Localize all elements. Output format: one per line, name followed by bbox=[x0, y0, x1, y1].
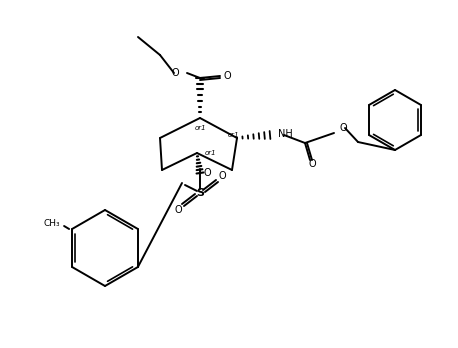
Text: or1: or1 bbox=[227, 132, 239, 138]
Text: O: O bbox=[174, 205, 182, 215]
Text: O: O bbox=[171, 68, 179, 78]
Text: NH: NH bbox=[278, 129, 293, 139]
Text: O: O bbox=[340, 123, 348, 133]
Text: CH₃: CH₃ bbox=[44, 220, 60, 229]
Text: or1: or1 bbox=[194, 125, 206, 131]
Text: O: O bbox=[218, 171, 226, 181]
Text: O: O bbox=[203, 168, 211, 178]
Text: O: O bbox=[223, 71, 231, 81]
Text: or1: or1 bbox=[204, 150, 216, 156]
Text: S: S bbox=[196, 188, 204, 198]
Text: O: O bbox=[308, 159, 316, 169]
